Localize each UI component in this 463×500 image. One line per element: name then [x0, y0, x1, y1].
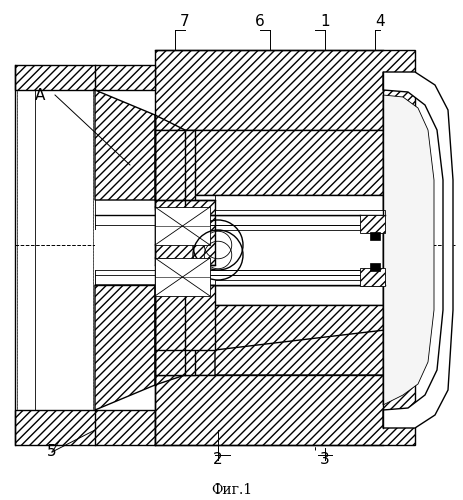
Polygon shape	[15, 410, 155, 445]
Polygon shape	[180, 280, 200, 290]
Text: 5: 5	[47, 444, 56, 460]
Polygon shape	[185, 305, 414, 375]
Polygon shape	[214, 330, 384, 375]
Polygon shape	[155, 130, 194, 210]
Polygon shape	[95, 230, 384, 270]
Text: 3: 3	[319, 452, 329, 468]
Polygon shape	[15, 65, 155, 90]
Polygon shape	[95, 285, 155, 410]
Text: 4: 4	[375, 14, 384, 30]
Polygon shape	[175, 275, 205, 295]
Polygon shape	[155, 200, 214, 265]
Polygon shape	[95, 270, 384, 285]
Text: 2: 2	[213, 452, 222, 468]
Polygon shape	[359, 268, 384, 286]
Polygon shape	[155, 285, 194, 375]
Polygon shape	[185, 195, 414, 215]
Polygon shape	[175, 215, 205, 235]
Polygon shape	[214, 280, 384, 285]
Polygon shape	[155, 375, 414, 445]
Polygon shape	[382, 72, 452, 428]
Polygon shape	[155, 258, 210, 296]
Text: 1: 1	[319, 14, 329, 30]
Polygon shape	[359, 215, 384, 233]
Text: Фиг.1: Фиг.1	[211, 483, 252, 497]
Polygon shape	[155, 207, 210, 245]
Polygon shape	[155, 50, 414, 130]
Text: 7: 7	[180, 14, 189, 30]
Polygon shape	[185, 285, 414, 305]
Polygon shape	[155, 285, 214, 350]
Polygon shape	[214, 210, 384, 215]
Text: 6: 6	[255, 14, 264, 30]
Polygon shape	[95, 215, 384, 230]
Polygon shape	[369, 263, 379, 271]
Polygon shape	[185, 130, 414, 195]
Polygon shape	[180, 220, 200, 230]
Polygon shape	[382, 95, 433, 405]
Polygon shape	[95, 90, 155, 200]
Text: A: A	[35, 88, 45, 102]
Polygon shape	[369, 232, 379, 240]
